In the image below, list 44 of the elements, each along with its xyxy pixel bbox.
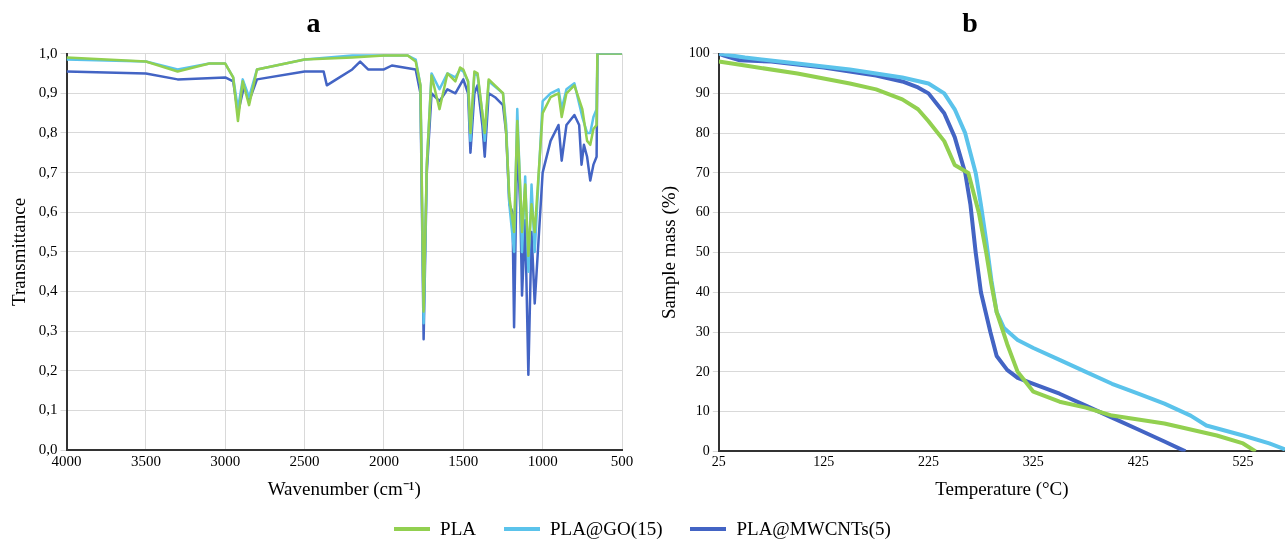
chart-title: a [306,7,321,39]
y-tick-label: 0,4 [38,282,59,299]
y-tick-label: 0,7 [38,163,59,180]
y-tick-label: 90 [695,85,710,101]
y-tick-label: 0,2 [38,361,58,378]
y-axis-title: Transmittance [8,197,30,306]
y-tick-label: 0,9 [38,84,58,101]
x-tick-label: 1500 [448,453,479,470]
y-tick-label: 50 [695,244,710,260]
y-tick-label: 40 [695,283,710,299]
x-axis-title: Temperature (°C) [935,477,1069,500]
x-tick-label: 525 [1232,454,1254,470]
x-tick-label: 25 [711,454,726,470]
x-tick-label: 125 [813,454,835,470]
y-tick-label: 60 [695,204,710,220]
y-tick-label: 0,3 [38,322,58,339]
y-tick-label: 80 [695,124,710,140]
x-tick-label: 1000 [527,453,558,470]
y-tick-label: 10 [695,403,710,419]
x-axis-title: Wavenumber (cm⁻¹) [267,477,421,500]
y-tick-label: 100 [688,45,710,61]
chart-title: b [962,7,978,39]
y-axis-title: Sample mass (%) [658,186,681,319]
y-tick-label: 30 [695,323,710,339]
x-tick-label: 500 [610,453,634,470]
x-tick-label: 4000 [51,453,82,470]
y-tick-label: 0 [702,443,710,459]
x-tick-label: 325 [1022,454,1044,470]
x-tick-label: 2000 [368,453,399,470]
legend-label: PLA@MWCNTs(5) [736,518,891,540]
x-tick-label: 2500 [289,453,320,470]
legend-label: PLA@GO(15) [549,518,663,540]
y-tick-label: 20 [695,363,710,379]
x-tick-label: 425 [1127,454,1149,470]
y-tick-label: 0,1 [38,401,58,418]
x-tick-label: 3000 [210,453,241,470]
y-tick-label: 1,0 [38,44,58,61]
y-tick-label: 0,8 [38,123,58,140]
x-tick-label: 3500 [130,453,161,470]
y-tick-label: 0,6 [38,203,59,220]
y-tick-label: 0,5 [38,242,58,259]
y-tick-label: 70 [695,164,710,180]
legend-label: PLA [440,518,476,540]
x-tick-label: 225 [918,454,939,470]
